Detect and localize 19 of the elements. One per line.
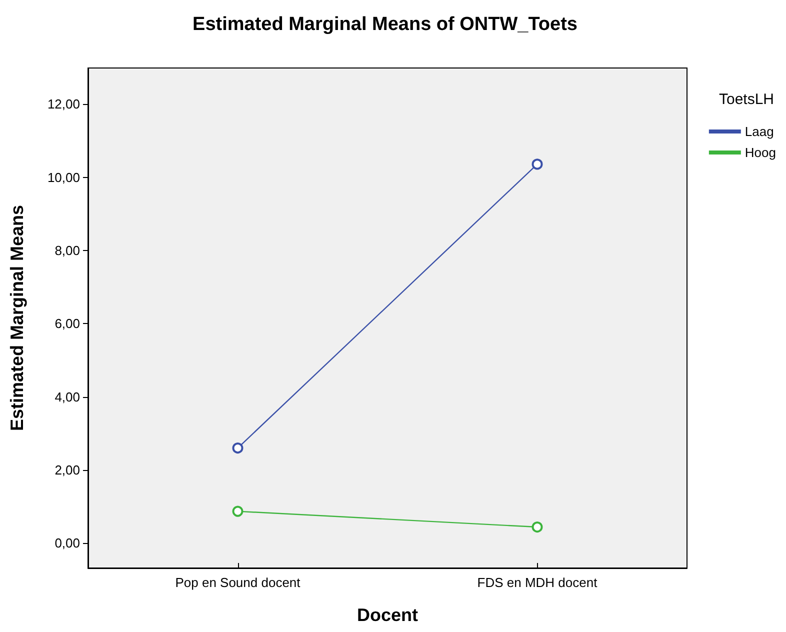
x-tick-label: Pop en Sound docent <box>175 575 301 590</box>
y-axis-title: Estimated Marginal Means <box>7 204 27 432</box>
legend-label: Laag <box>744 124 774 139</box>
y-tick-label: 8,00 <box>54 243 80 258</box>
y-tick-label: 2,00 <box>54 462 80 478</box>
legend-title: ToetsLH <box>718 91 774 108</box>
chart-title: Estimated Marginal Means of ONTW_Toets <box>192 14 578 35</box>
point <box>232 442 244 454</box>
x-tick-label: FDS en MDH docent <box>477 575 598 590</box>
y-tick-label: 10,00 <box>47 170 80 185</box>
y-tick-label: 4,00 <box>54 389 80 404</box>
y-tick-label: 6,00 <box>54 316 80 332</box>
point <box>532 522 543 533</box>
point <box>532 158 543 170</box>
y-tick-label: 0,00 <box>54 536 80 551</box>
legend-label: Hoog <box>744 145 776 160</box>
point <box>232 506 244 517</box>
y-tick-label: 12,00 <box>47 96 80 112</box>
x-axis-title: Docent <box>356 605 418 625</box>
